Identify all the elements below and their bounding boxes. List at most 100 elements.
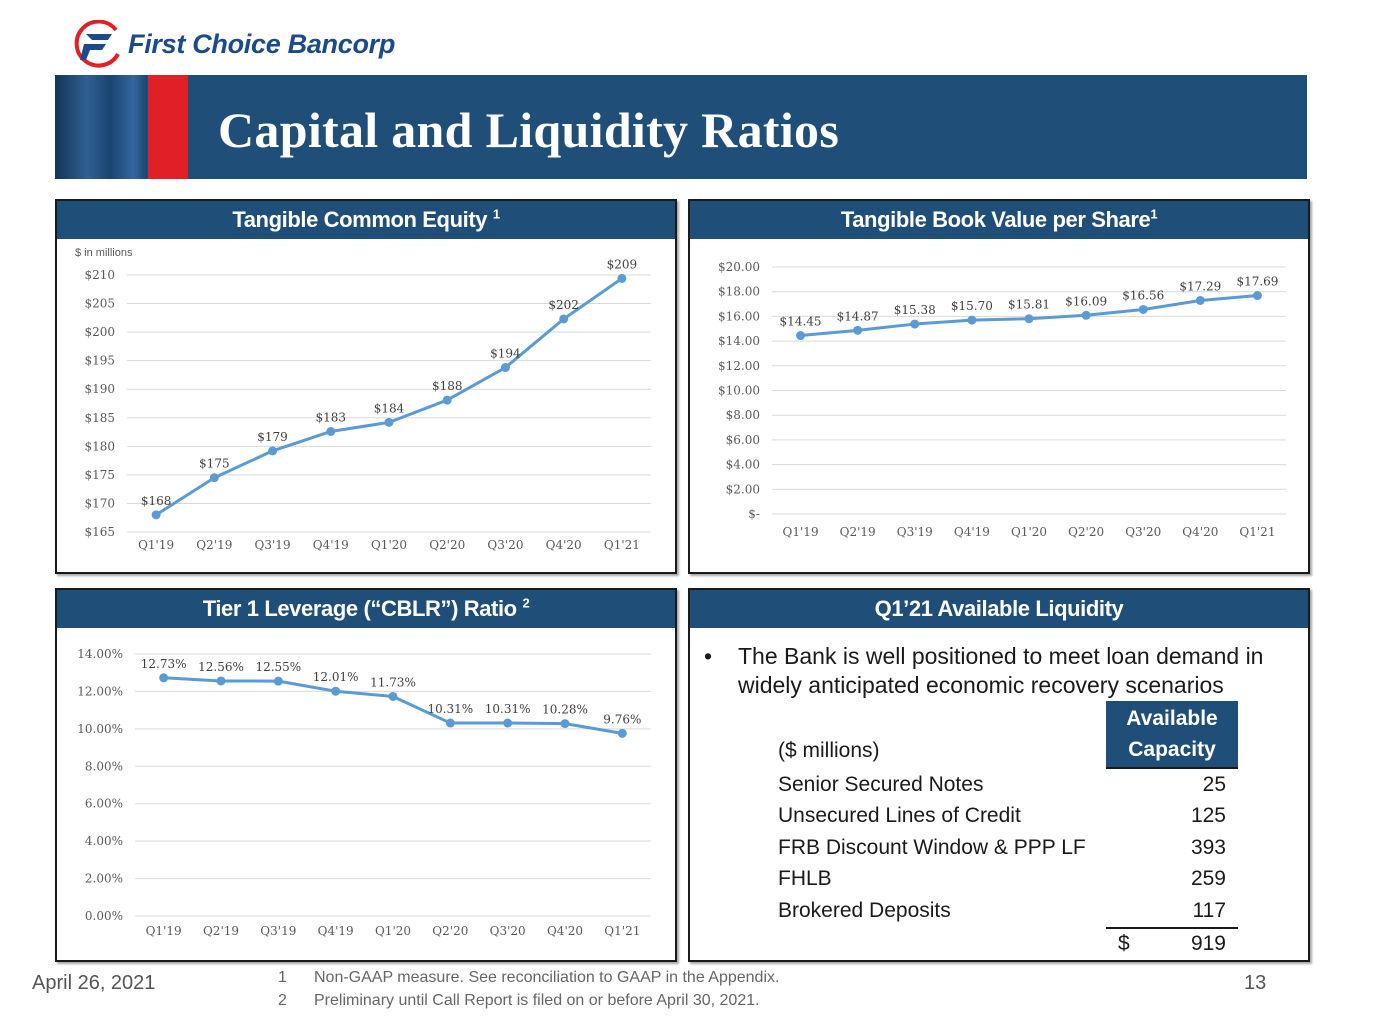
row-label: Senior Secured Notes bbox=[778, 772, 984, 796]
footnote-text: Preliminary until Call Report is filed o… bbox=[314, 992, 760, 1009]
data-label: $17.69 bbox=[1236, 275, 1278, 289]
data-label: $175 bbox=[199, 457, 230, 471]
data-point bbox=[1081, 310, 1091, 320]
data-point bbox=[796, 331, 806, 341]
panel-title: Tangible Book Value per Share1 bbox=[690, 201, 1308, 239]
row-value: 117 bbox=[1192, 898, 1226, 922]
data-point bbox=[442, 395, 452, 405]
y-tick-label: $14.00 bbox=[718, 334, 760, 348]
data-point bbox=[1195, 295, 1205, 305]
table-row: FHLB 259 bbox=[778, 864, 1238, 896]
data-label: $209 bbox=[607, 257, 638, 271]
x-tick-label: Q2'19 bbox=[196, 538, 232, 552]
x-tick-label: Q2'20 bbox=[432, 924, 468, 938]
x-tick-label: Q2'19 bbox=[840, 525, 876, 539]
data-label: $15.81 bbox=[1008, 298, 1050, 312]
unit-label: ($ millions) bbox=[778, 739, 880, 762]
y-tick-label: $175 bbox=[84, 468, 115, 482]
panel-title: Tangible Common Equity 1 bbox=[57, 201, 675, 239]
company-logo: First Choice Bancorp bbox=[72, 20, 412, 68]
data-point bbox=[159, 673, 169, 683]
y-tick-label: $4.00 bbox=[726, 458, 760, 472]
x-tick-label: Q4'20 bbox=[547, 924, 583, 938]
liquidity-table: ($ millions) Available Capacity Senior S… bbox=[778, 701, 1238, 960]
total-currency: $ bbox=[1118, 932, 1130, 955]
data-point bbox=[1138, 304, 1148, 314]
y-tick-label: $12.00 bbox=[718, 359, 760, 373]
y-tick-label: 12.00% bbox=[77, 684, 123, 698]
y-tick-label: $18.00 bbox=[718, 285, 760, 299]
data-label: $194 bbox=[490, 347, 521, 361]
liquidity-bullet: • The Bank is well positioned to meet lo… bbox=[704, 642, 1294, 700]
table-row: FRB Discount Window & PPP LF 393 bbox=[778, 832, 1238, 864]
y-tick-label: 14.00% bbox=[77, 647, 123, 661]
y-tick-label: $165 bbox=[84, 525, 115, 539]
data-point bbox=[268, 446, 278, 456]
y-tick-label: $10.00 bbox=[718, 384, 760, 398]
data-point bbox=[853, 325, 863, 335]
banner-red-stripe bbox=[148, 75, 188, 179]
y-tick-label: $195 bbox=[84, 354, 115, 368]
footnote-number: 1 bbox=[278, 969, 287, 986]
footnote-marker: 1 bbox=[492, 206, 500, 222]
data-label: $168 bbox=[141, 494, 172, 508]
row-label: Brokered Deposits bbox=[778, 898, 951, 922]
y-tick-label: $6.00 bbox=[726, 433, 760, 447]
y-tick-label: $20.00 bbox=[718, 260, 760, 274]
panel-title-text: Tier 1 Leverage (“CBLR”) Ratio bbox=[202, 596, 517, 621]
data-point bbox=[967, 315, 977, 325]
table-row: Brokered Deposits 117 bbox=[778, 895, 1238, 927]
data-label: 12.01% bbox=[313, 670, 359, 684]
title-banner: Capital and Liquidity Ratios bbox=[55, 75, 1307, 179]
data-point bbox=[326, 426, 336, 436]
tce-line-chart: $ in millions $165 $170 $175 $180 $185 $190 $19… bbox=[75, 247, 651, 552]
data-label: $16.56 bbox=[1122, 288, 1164, 302]
y-tick-label: 0.00% bbox=[85, 909, 123, 923]
x-tick-label: Q1'20 bbox=[371, 538, 407, 552]
y-tick-label: $200 bbox=[84, 325, 115, 339]
x-tick-label: Q3'20 bbox=[487, 538, 523, 552]
x-tick-label: Q3'20 bbox=[1125, 525, 1161, 539]
data-point bbox=[388, 691, 398, 701]
data-label: $14.87 bbox=[837, 309, 879, 323]
data-label: $14.45 bbox=[780, 315, 822, 329]
footnote-marker: 1 bbox=[1150, 206, 1158, 222]
x-tick-label: Q1'20 bbox=[375, 924, 411, 938]
data-label: 9.76% bbox=[603, 712, 641, 726]
panel-tangible-book-value: Tangible Book Value per Share1 $- $2.00 $4… bbox=[688, 199, 1310, 574]
row-value: 393 bbox=[1190, 835, 1226, 859]
panel-available-liquidity: Q1’21 Available Liquidity • The Bank is … bbox=[688, 588, 1310, 962]
x-tick-label: Q1'20 bbox=[1011, 525, 1047, 539]
table-total-row: $ 919 bbox=[778, 926, 1238, 960]
data-label: $183 bbox=[316, 410, 347, 424]
y-tick-label: 2.00% bbox=[85, 872, 123, 886]
data-point bbox=[151, 510, 161, 520]
footnote-marker: 2 bbox=[522, 595, 530, 611]
footer-date: April 26, 2021 bbox=[32, 972, 156, 994]
x-tick-label: Q1'21 bbox=[604, 924, 640, 938]
data-label: 12.55% bbox=[255, 660, 301, 674]
x-tick-label: Q3'19 bbox=[260, 924, 296, 938]
y-tick-label: 4.00% bbox=[85, 834, 123, 848]
x-tick-label: Q4'20 bbox=[546, 538, 582, 552]
x-tick-label: Q2'19 bbox=[203, 924, 239, 938]
data-point bbox=[503, 718, 513, 728]
data-label: 10.31% bbox=[485, 702, 531, 716]
panel-tangible-common-equity: Tangible Common Equity 1 $ in millions $1… bbox=[55, 199, 677, 574]
row-value: 25 bbox=[1202, 772, 1226, 796]
row-label: Unsecured Lines of Credit bbox=[778, 804, 1021, 828]
data-point bbox=[273, 676, 283, 686]
data-label: $202 bbox=[548, 298, 579, 312]
data-label: $17.29 bbox=[1179, 279, 1221, 293]
data-point bbox=[331, 686, 341, 696]
series-line bbox=[155, 277, 623, 517]
data-label: $15.38 bbox=[894, 303, 936, 317]
data-point bbox=[910, 319, 920, 329]
data-point bbox=[445, 718, 455, 728]
y-tick-label: $2.00 bbox=[726, 482, 760, 496]
banner-decoration bbox=[55, 75, 147, 179]
y-tick-label: $185 bbox=[84, 411, 115, 425]
y-tick-label: $16.00 bbox=[718, 309, 760, 323]
company-name: First Choice Bancorp bbox=[128, 28, 396, 59]
data-label: 10.31% bbox=[427, 702, 473, 716]
